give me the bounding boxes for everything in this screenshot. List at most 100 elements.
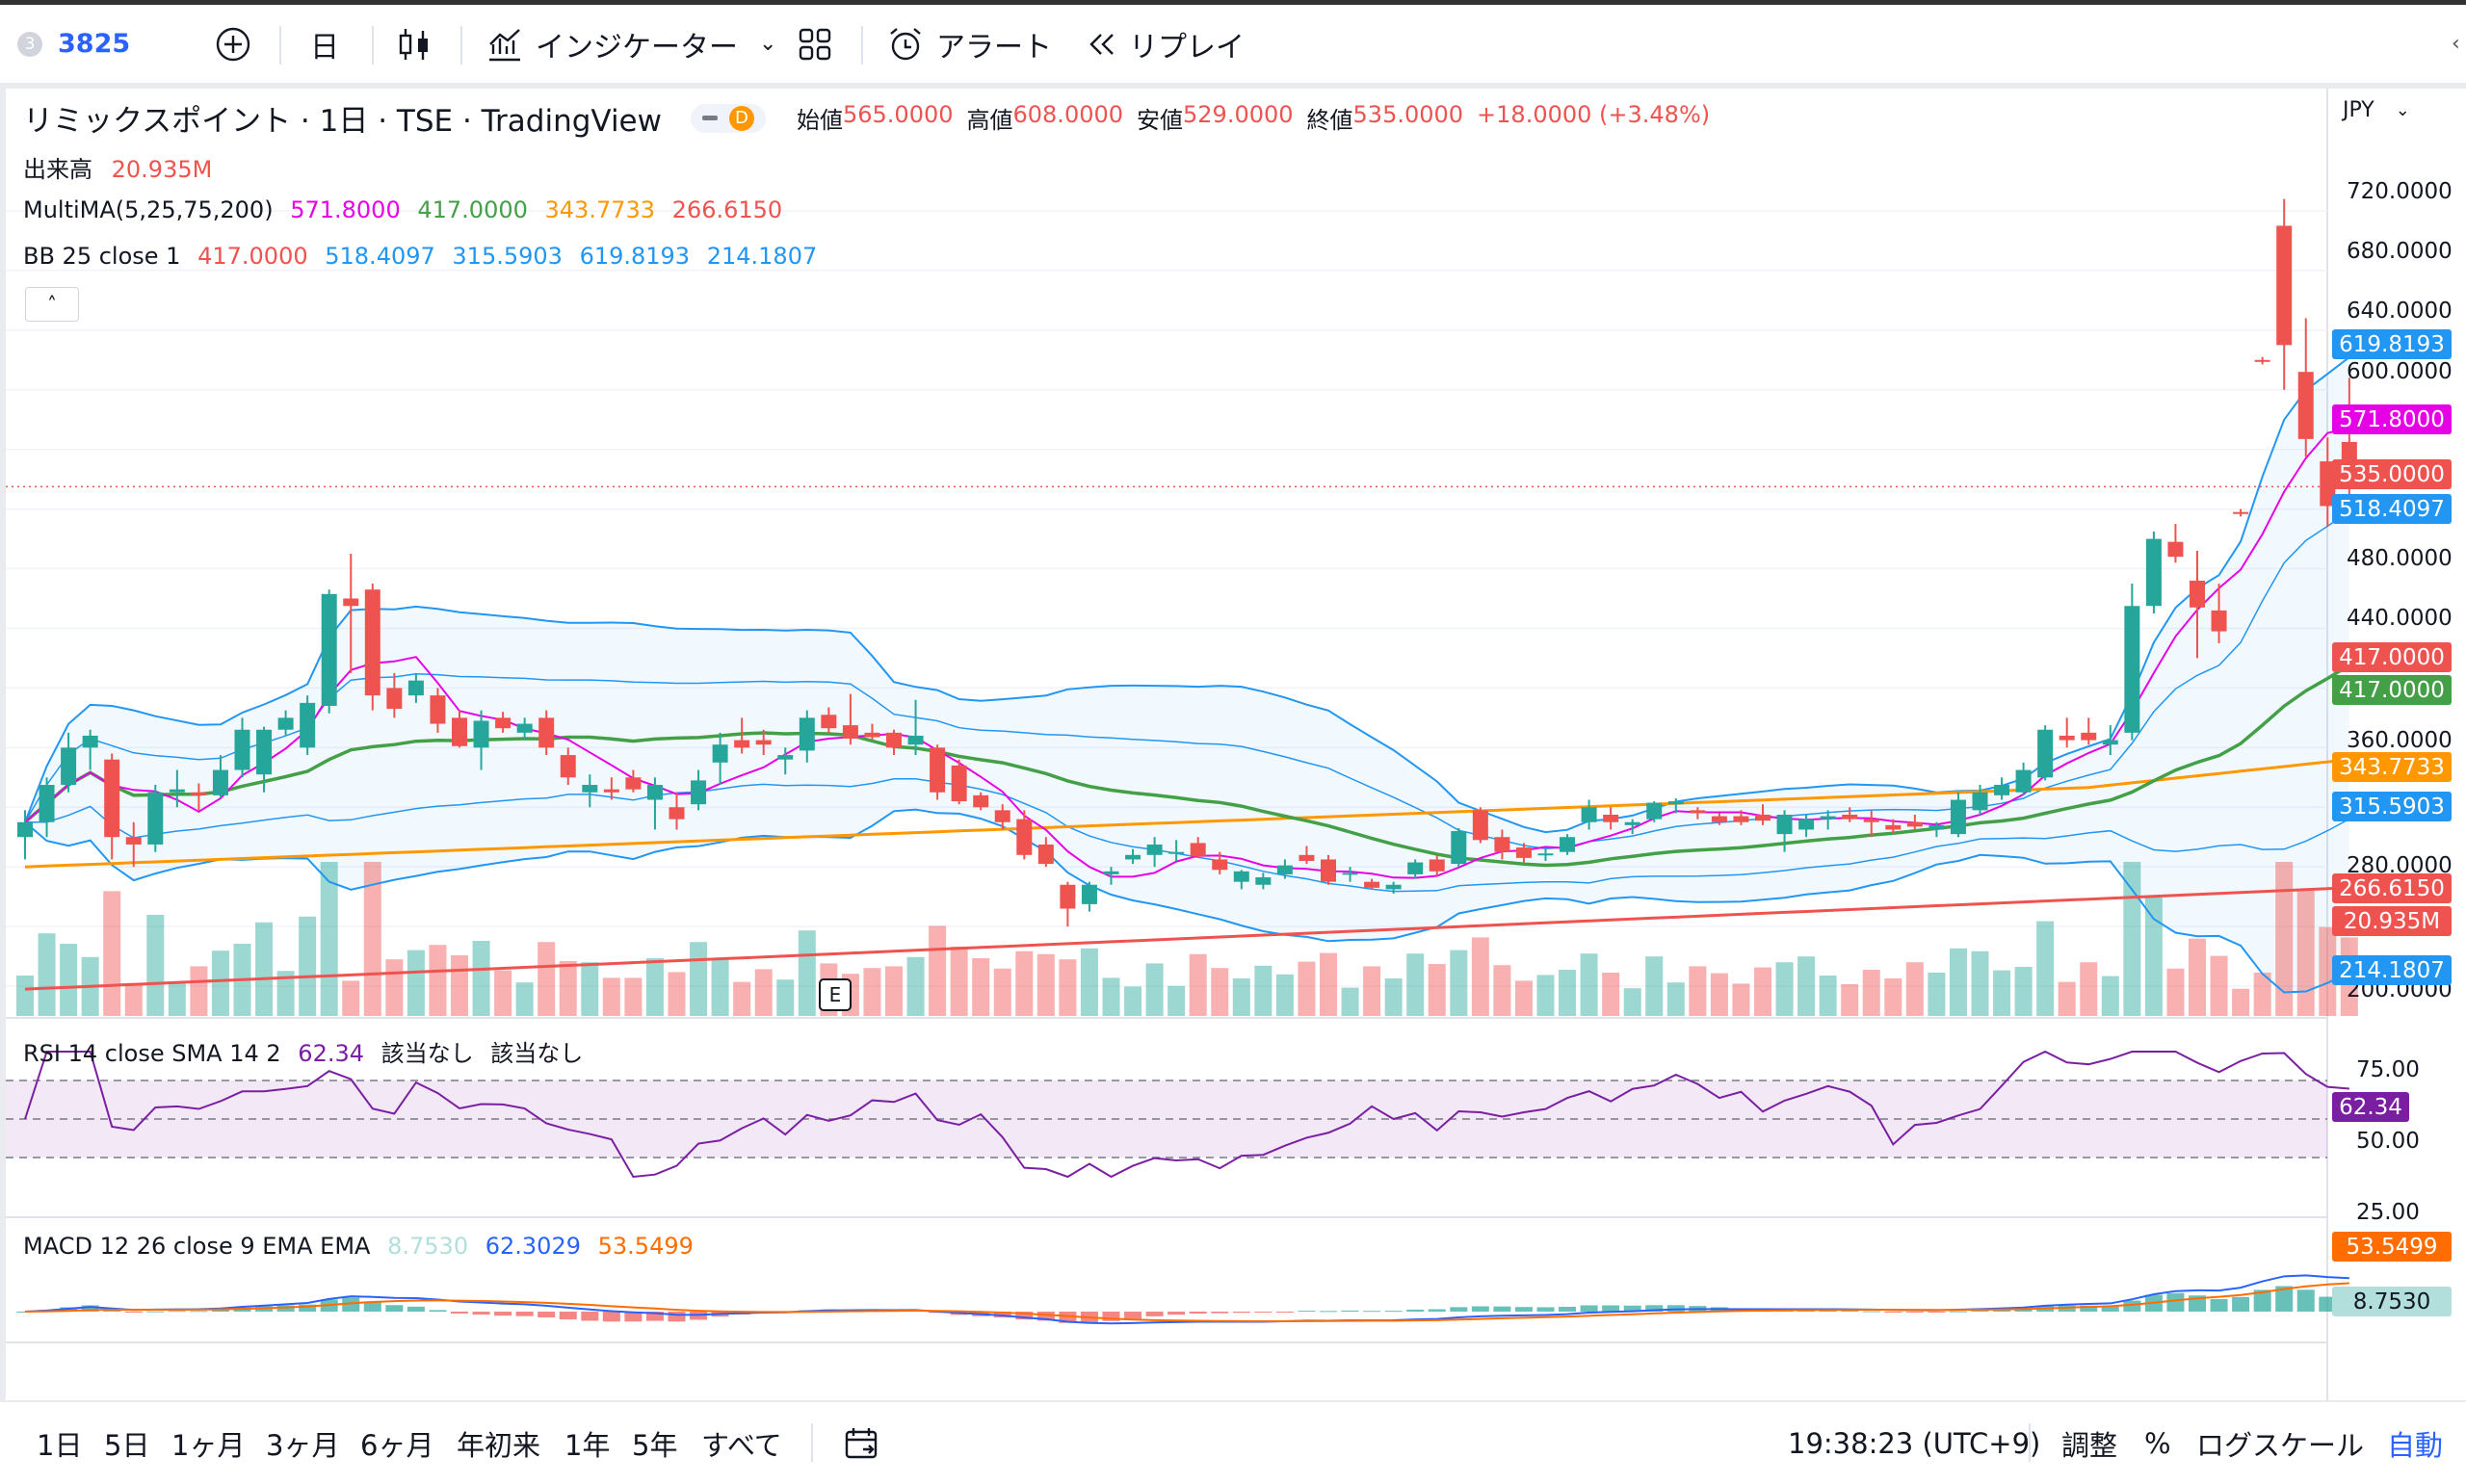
candle-body <box>61 747 77 786</box>
candle-body <box>256 729 273 775</box>
range-1m-button[interactable]: 1ヶ月 <box>171 1428 246 1462</box>
bb-upper2-value: 619.8193 <box>579 243 691 270</box>
range-1y-button[interactable]: 1年 <box>564 1428 611 1462</box>
candle-body <box>2059 735 2075 741</box>
adjust-button[interactable]: 調整 <box>2061 1428 2118 1462</box>
volume-bar <box>602 977 620 1016</box>
low-value: 529.0000 <box>1183 101 1294 128</box>
open-value: 565.0000 <box>842 101 954 128</box>
range-1d-button[interactable]: 1日 <box>37 1428 83 1462</box>
volume-bar <box>38 933 56 1016</box>
volume-bar <box>1275 974 1294 1016</box>
range-ytd-button[interactable]: 年初来 <box>457 1428 541 1462</box>
candle-body <box>495 717 512 729</box>
range-6m-button[interactable]: 6ヶ月 <box>360 1428 434 1462</box>
currency-selector[interactable]: JPY ⌄ <box>2343 98 2410 122</box>
bb-lower-value: 315.5903 <box>452 243 563 270</box>
macd-histogram-bar <box>1298 1311 1316 1313</box>
range-5y-button[interactable]: 5年 <box>632 1428 678 1462</box>
candle-body <box>1537 853 1554 856</box>
macd-signal-value: 53.5499 <box>597 1233 694 1260</box>
symbol-search[interactable]: 3 3825 <box>17 5 130 83</box>
candle-body <box>1342 872 1358 875</box>
volume-bar <box>1341 987 1359 1016</box>
candle-body <box>1212 859 1228 871</box>
volume-bar <box>1450 950 1468 1016</box>
volume-bar <box>2058 981 2076 1016</box>
ma75-line <box>24 758 2349 869</box>
volume-bar <box>733 981 751 1016</box>
volume-legend[interactable]: 出来高 20.935M <box>23 150 212 184</box>
macd-histogram-bar <box>515 1312 534 1316</box>
range-5d-button[interactable]: 5日 <box>104 1428 150 1462</box>
earnings-event-marker[interactable]: E <box>819 978 852 1011</box>
interval-button[interactable]: 日 <box>310 5 339 83</box>
volume-bar <box>1211 968 1229 1016</box>
volume-bar <box>711 959 729 1016</box>
candle-body <box>2297 372 2314 439</box>
volume-bar <box>103 891 121 1016</box>
volume-bar <box>1580 953 1598 1016</box>
chart-canvas[interactable] <box>6 89 2466 1400</box>
macd-line <box>24 1274 2349 1325</box>
chart-type-button[interactable] <box>397 5 432 83</box>
layouts-button[interactable] <box>798 5 832 83</box>
volume-bar <box>950 947 968 1016</box>
low-label: 安値 <box>1137 107 1184 134</box>
percent-scale-button[interactable]: % <box>2144 1426 2171 1460</box>
clock-timezone[interactable]: 19:38:23 (UTC+9) <box>1788 1426 2041 1460</box>
volume-bar <box>190 966 208 1016</box>
range-all-button[interactable]: すべて <box>701 1428 782 1462</box>
chart-container[interactable]: リミックスポイント · 1日 · TSE · TradingView D 始値 5… <box>6 89 2466 1482</box>
macd-histogram-bar <box>1363 1311 1381 1313</box>
candle-body <box>1994 785 2010 795</box>
macd-hist-value: 8.7530 <box>387 1233 469 1260</box>
candle-body <box>1494 837 1510 852</box>
macd-legend[interactable]: MACD 12 26 close 9 EMA EMA 8.7530 62.302… <box>23 1233 694 1260</box>
bb-legend[interactable]: BB 25 close 1 417.0000 518.4097 315.5903… <box>23 243 817 270</box>
candle-body <box>430 695 446 724</box>
volume-bar <box>690 942 708 1016</box>
candle-body <box>1950 799 1966 835</box>
candle-body <box>886 732 902 748</box>
live-badge[interactable]: D <box>690 103 766 133</box>
compare-symbol-button[interactable] <box>214 5 252 83</box>
macd-histogram-bar <box>1819 1310 1837 1312</box>
bb-upper-value: 518.4097 <box>325 243 435 270</box>
alert-button[interactable]: アラート <box>886 5 1052 83</box>
range-3m-button[interactable]: 3ヶ月 <box>266 1428 340 1462</box>
log-scale-button[interactable]: ログスケール <box>2196 1428 2365 1462</box>
macd-line-value: 62.3029 <box>485 1233 581 1260</box>
macd-histogram-bar <box>1536 1307 1555 1312</box>
candle-body <box>1276 865 1293 874</box>
macd-histogram-bar <box>602 1312 620 1322</box>
indicators-button[interactable]: インジケーター ⌄ <box>485 5 776 83</box>
high-value: 608.0000 <box>1012 101 1124 128</box>
volume-bar <box>885 966 903 1016</box>
collapse-legend-button[interactable]: ˄ <box>25 287 79 322</box>
macd-signal-line <box>24 1282 2349 1322</box>
auto-scale-button[interactable]: 自動 <box>2387 1428 2444 1462</box>
volume-bar <box>1928 973 1946 1016</box>
candle-body <box>321 593 337 706</box>
rsi-legend[interactable]: RSI 14 close SMA 14 2 62.34 該当なし 該当なし <box>23 1034 583 1068</box>
volume-bar <box>798 930 816 1016</box>
volume-bar <box>863 968 881 1016</box>
replay-button[interactable]: リプレイ <box>1085 5 1245 83</box>
collapse-arrow-icon[interactable]: ‹ <box>2452 32 2460 56</box>
volume-bar <box>668 972 686 1016</box>
macd-histogram-bar <box>1928 1312 1946 1313</box>
toolbar-divider <box>2029 1423 2031 1462</box>
go-to-date-button[interactable] <box>842 1402 880 1484</box>
event-marker-label: E <box>828 983 842 1006</box>
ma-legend[interactable]: MultiMA(5,25,75,200) 571.8000 417.0000 3… <box>23 196 782 223</box>
candle-body <box>2233 511 2249 514</box>
macd-histogram-bar <box>2319 1296 2337 1312</box>
symbol-badge: 3 <box>17 31 42 57</box>
volume-bar <box>2166 968 2185 1016</box>
volume-bar <box>1145 963 1164 1016</box>
volume-bar <box>1905 962 1924 1016</box>
volume-bar <box>1689 966 1707 1016</box>
candle-body <box>212 769 228 795</box>
candle-body <box>386 688 403 710</box>
